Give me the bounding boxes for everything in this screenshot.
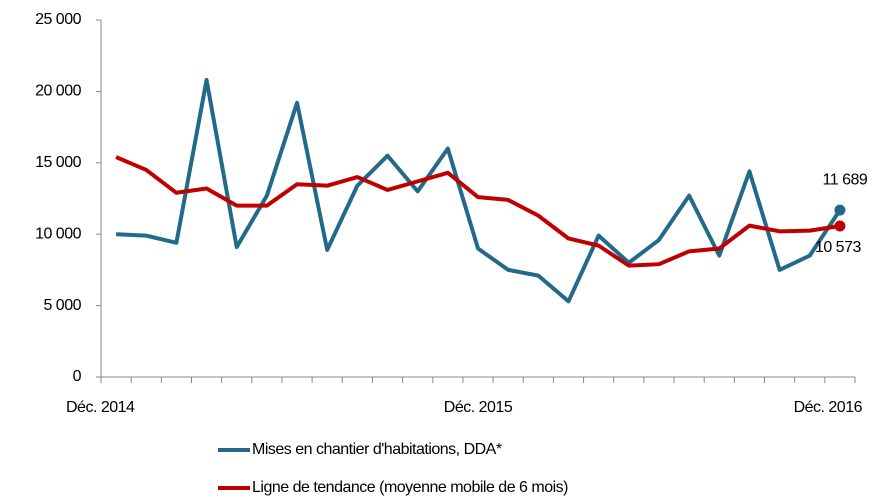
x-tick-label: Déc. 2015	[444, 399, 513, 416]
y-tick-label: 10 000	[35, 225, 82, 242]
x-tick-label: Déc. 2016	[794, 399, 863, 416]
value-label: 10 573	[815, 239, 862, 256]
y-tick-label: 5 000	[43, 297, 81, 314]
value-label: 11 689	[823, 171, 868, 188]
end-marker	[834, 220, 846, 232]
legend-label: Mises en chantier d'habitations, DDA*	[252, 441, 502, 458]
x-tick-label: Déc. 2014	[66, 399, 135, 416]
y-tick-label: 25 000	[35, 11, 82, 28]
y-tick-label: 15 000	[35, 154, 82, 171]
end-marker	[834, 204, 846, 216]
series-line	[115, 77, 842, 304]
y-tick-label: 20 000	[35, 83, 82, 100]
y-tick-label: 0	[73, 368, 82, 385]
legend-label: Ligne de tendance (moyenne mobile de 6 m…	[252, 479, 568, 496]
series-line	[115, 155, 841, 268]
